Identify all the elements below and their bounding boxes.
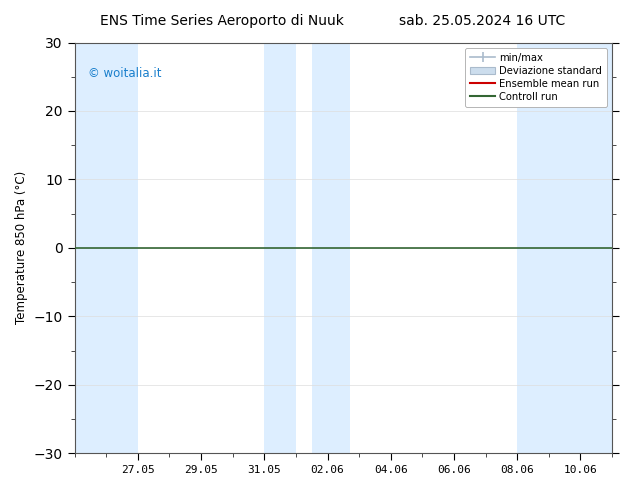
Bar — [75, 43, 138, 453]
Bar — [264, 43, 296, 453]
Bar — [517, 43, 612, 453]
Bar — [312, 43, 350, 453]
Y-axis label: Temperature 850 hPa (°C): Temperature 850 hPa (°C) — [15, 171, 28, 324]
Legend: min/max, Deviazione standard, Ensemble mean run, Controll run: min/max, Deviazione standard, Ensemble m… — [465, 48, 607, 106]
Text: ENS Time Series Aeroporto di Nuuk: ENS Time Series Aeroporto di Nuuk — [100, 14, 344, 28]
Text: sab. 25.05.2024 16 UTC: sab. 25.05.2024 16 UTC — [399, 14, 565, 28]
Text: © woitalia.it: © woitalia.it — [88, 67, 162, 80]
